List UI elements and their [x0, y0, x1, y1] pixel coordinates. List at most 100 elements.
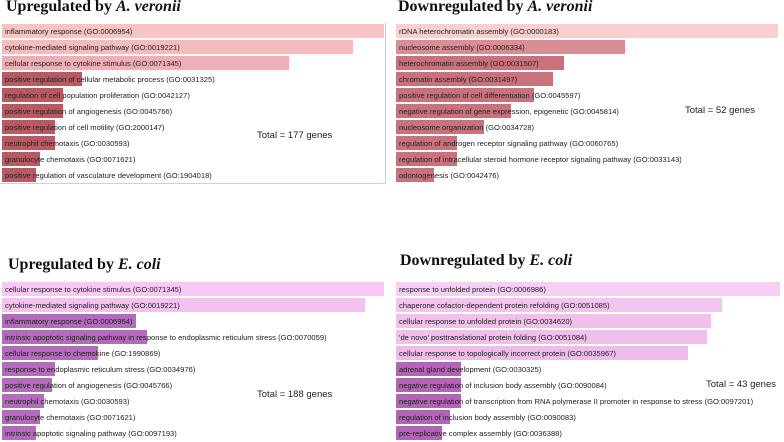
bar: [2, 394, 45, 408]
bar-row: chaperone cofactor-dependent protein ref…: [396, 298, 780, 314]
bar-row: regulation of androgen receptor signalin…: [396, 136, 778, 152]
bar: [396, 120, 484, 134]
bar: [396, 88, 534, 102]
bar-label: chaperone cofactor-dependent protein ref…: [399, 301, 610, 310]
bar-row: inflammatory response (GO:0006954): [2, 314, 384, 330]
bar-row: 'de novo' posttranslational protein fold…: [396, 330, 780, 346]
bar-label: cellular response to cytokine stimulus (…: [5, 59, 182, 68]
bar: [2, 426, 37, 440]
title-text: Downregulated by: [400, 252, 530, 269]
bar-label: granulocyte chemotaxis (GO:0071621): [5, 413, 136, 422]
bar: [2, 72, 83, 86]
bar-label: inflammatory response (GO:0006954): [5, 317, 133, 326]
panel-title: Upregulated by A. veronii: [6, 0, 181, 16]
bar: [396, 168, 435, 182]
bar-label: cellular response to cytokine stimulus (…: [5, 285, 182, 294]
bar: [2, 152, 41, 166]
bar-row: nucleosome assembly (GO:0006334): [396, 40, 778, 56]
bar-label: adrenal gland development (GO:0030325): [399, 365, 542, 374]
bar-row: heterochromatin assembly (GO:0031507): [396, 56, 778, 72]
bar-row: cellular response to cytokine stimulus (…: [2, 56, 384, 72]
bar: [2, 24, 384, 38]
bar-row: positive regulation of angiogenesis (GO:…: [2, 104, 384, 120]
bar: [2, 168, 37, 182]
bar-row: cytokine-mediated signaling pathway (GO:…: [2, 298, 384, 314]
bar-row: inflammatory response (GO:0006954): [2, 24, 384, 40]
bar: [2, 282, 384, 296]
bar-label: positive regulation of angiogenesis (GO:…: [5, 107, 173, 116]
bar-row: cytokine-mediated signaling pathway (GO:…: [2, 40, 384, 56]
bar: [2, 88, 64, 102]
bar-row: nucleosome organization (GO:0034728): [396, 120, 778, 136]
bar-row: cellular response to cytokine stimulus (…: [2, 282, 384, 298]
bar: [396, 282, 780, 296]
bar: [2, 104, 64, 118]
bar-row: chromatin assembly (GO:0031497): [396, 72, 778, 88]
bar-row: cellular response to chemokine (GO:19908…: [2, 346, 384, 362]
bar-label: response to unfolded protein (GO:0006986…: [399, 285, 546, 294]
bar-row: regulation of inclusion body assembly (G…: [396, 410, 780, 426]
title-text: Upregulated by: [6, 0, 116, 15]
title-species: A. veronii: [527, 0, 593, 15]
bar-row: positive regulation of cell motility (GO…: [2, 120, 384, 136]
bar-row: cellular response to unfolded protein (G…: [396, 314, 780, 330]
total-genes-label: Total = 52 genes: [685, 105, 755, 116]
bar-label: negative regulation of gene expression, …: [399, 107, 619, 116]
panel-frame: [0, 22, 386, 184]
bar: [396, 298, 723, 312]
bar: [396, 104, 511, 118]
bar: [396, 40, 626, 54]
bar-label: positive regulation of cell differentiat…: [399, 91, 581, 100]
bar-row: granulocyte chemotaxis (GO:0071621): [2, 152, 384, 168]
bar-label: intrinsic apoptotic signaling pathway in…: [5, 333, 327, 342]
title-text: Upregulated by: [8, 256, 118, 273]
bar-label: cellular response to unfolded protein (G…: [399, 317, 573, 326]
bar-row: response to endoplasmic reticulum stress…: [2, 362, 384, 378]
bar: [2, 136, 56, 150]
bar: [396, 394, 462, 408]
total-genes-label: Total = 188 genes: [257, 389, 333, 400]
bar-row: odontogenesis (GO:0042476): [396, 168, 778, 184]
bar-label: pre-replicative complex assembly (GO:003…: [399, 429, 562, 438]
bar-row: cellular response to topologically incor…: [396, 346, 780, 362]
bar-label: granulocyte chemotaxis (GO:0071621): [5, 155, 136, 164]
bar-row: neutrophil chemotaxis (GO:0030593): [2, 136, 384, 152]
bar: [396, 362, 462, 376]
bar-label: neutrophil chemotaxis (GO:0030593): [5, 139, 130, 148]
bar: [2, 298, 365, 312]
bar: [396, 426, 443, 440]
panel-title: Downregulated by E. coli: [400, 252, 572, 270]
bar-label: regulation of inclusion body assembly (G…: [399, 413, 576, 422]
bar-label: negative regulation of transcription fro…: [399, 397, 754, 406]
bar-label: cellular response to chemokine (GO:19908…: [5, 349, 161, 358]
bar-label: regulation of androgen receptor signalin…: [399, 139, 619, 148]
bar: [2, 378, 52, 392]
bar-row: rDNA heterochromatin assembly (GO:000018…: [396, 24, 778, 40]
bar: [396, 72, 553, 86]
bar-row: pre-replicative complex assembly (GO:003…: [396, 426, 780, 442]
bar: [396, 152, 458, 166]
bar-row: positive regulation of vasculature devel…: [2, 168, 384, 184]
bar-row: neutrophil chemotaxis (GO:0030593): [2, 394, 384, 410]
bar-row: positive regulation of angiogenesis (GO:…: [2, 378, 384, 394]
bar-label: regulation of intracellular steroid horm…: [399, 155, 682, 164]
bar-label: 'de novo' posttranslational protein fold…: [399, 333, 587, 342]
bar: [396, 410, 450, 424]
bar: [2, 362, 56, 376]
bar: [396, 314, 711, 328]
bar-row: granulocyte chemotaxis (GO:0071621): [2, 410, 384, 426]
bar-label: inflammatory response (GO:0006954): [5, 27, 133, 36]
bar-row: positive regulation of cellular metaboli…: [2, 72, 384, 88]
bar-label: cytokine-mediated signaling pathway (GO:…: [5, 301, 180, 310]
bar-row: adrenal gland development (GO:0030325): [396, 362, 780, 378]
bar: [2, 56, 289, 70]
title-species: E. coli: [529, 252, 573, 269]
bar-row: positive regulation of cell differentiat…: [396, 88, 778, 104]
title-species: A. veronii: [115, 0, 181, 15]
total-genes-label: Total = 43 genes: [706, 379, 776, 390]
bar-label: odontogenesis (GO:0042476): [399, 171, 500, 180]
panel-title: Downregulated by A. veronii: [398, 0, 592, 16]
bar-label: neutrophil chemotaxis (GO:0030593): [5, 397, 130, 406]
bar: [396, 378, 462, 392]
bar-label: negative regulation of inclusion body as…: [399, 381, 607, 390]
